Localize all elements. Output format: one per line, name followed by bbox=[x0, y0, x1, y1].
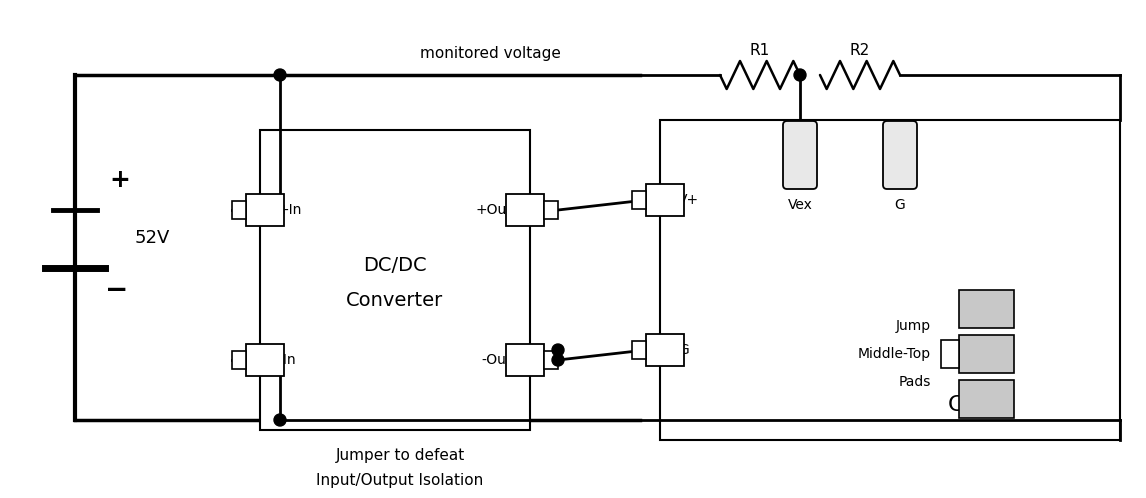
Circle shape bbox=[274, 69, 286, 81]
Bar bbox=[246, 344, 284, 376]
FancyBboxPatch shape bbox=[884, 121, 917, 189]
Bar bbox=[959, 380, 1014, 418]
Text: −: − bbox=[105, 276, 128, 304]
Text: +In: +In bbox=[278, 203, 303, 217]
Text: Vex: Vex bbox=[787, 198, 813, 212]
Text: 52V: 52V bbox=[135, 229, 171, 247]
Text: -Out: -Out bbox=[481, 353, 512, 367]
Bar bbox=[231, 201, 246, 219]
Text: +Out: +Out bbox=[476, 203, 512, 217]
Text: monitored voltage: monitored voltage bbox=[419, 45, 560, 60]
Circle shape bbox=[552, 354, 564, 366]
Text: R1: R1 bbox=[749, 42, 770, 57]
Text: R2: R2 bbox=[850, 42, 870, 57]
Bar bbox=[544, 351, 558, 369]
Text: +: + bbox=[110, 168, 131, 192]
Text: CA V3: CA V3 bbox=[949, 395, 1015, 415]
Text: Converter: Converter bbox=[346, 290, 444, 309]
Text: Jumper to defeat: Jumper to defeat bbox=[336, 448, 464, 463]
Bar bbox=[646, 334, 684, 366]
Text: DC/DC: DC/DC bbox=[363, 255, 426, 274]
Text: G: G bbox=[895, 198, 905, 212]
Bar bbox=[246, 194, 284, 226]
Bar bbox=[660, 120, 1120, 440]
Text: Pads: Pads bbox=[898, 375, 931, 389]
Bar bbox=[631, 191, 646, 209]
Bar bbox=[507, 344, 544, 376]
FancyBboxPatch shape bbox=[783, 121, 817, 189]
Circle shape bbox=[274, 414, 286, 426]
Bar bbox=[631, 341, 646, 359]
Bar bbox=[959, 290, 1014, 328]
Bar bbox=[507, 194, 544, 226]
Bar bbox=[544, 201, 558, 219]
Bar bbox=[959, 335, 1014, 373]
Text: Middle-Top: Middle-Top bbox=[858, 347, 931, 361]
Text: Input/Output Isolation: Input/Output Isolation bbox=[316, 473, 484, 488]
Text: Jump: Jump bbox=[896, 319, 931, 333]
Circle shape bbox=[794, 69, 806, 81]
Bar bbox=[941, 340, 959, 368]
Text: G: G bbox=[678, 343, 689, 357]
Bar bbox=[646, 184, 684, 216]
Text: V+: V+ bbox=[678, 193, 699, 207]
Text: -In: -In bbox=[278, 353, 296, 367]
Bar bbox=[231, 351, 246, 369]
Circle shape bbox=[552, 344, 564, 356]
Bar bbox=[260, 130, 529, 430]
